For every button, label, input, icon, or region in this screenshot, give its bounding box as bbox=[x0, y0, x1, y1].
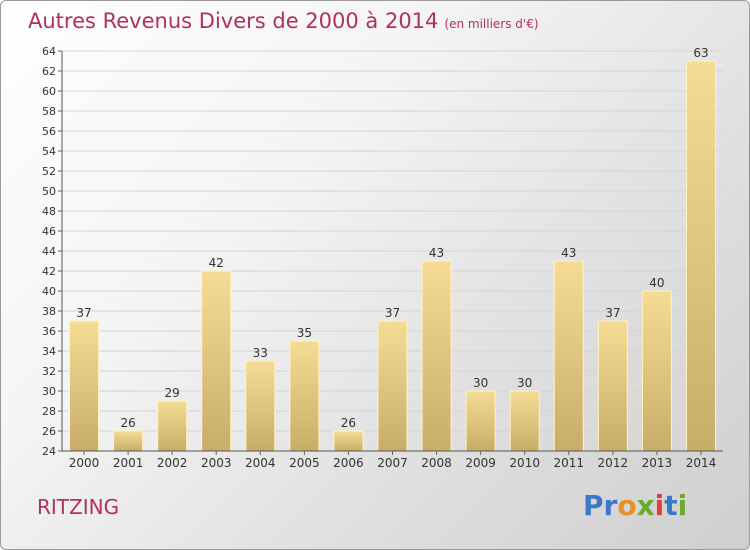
x-tick-label: 2012 bbox=[598, 456, 629, 470]
bar-2001 bbox=[113, 430, 144, 452]
x-tick-label: 2000 bbox=[69, 456, 100, 470]
y-tick-label: 30 bbox=[42, 385, 56, 398]
bar-2005 bbox=[289, 340, 320, 452]
bar-2012 bbox=[597, 320, 628, 452]
y-tick-label: 28 bbox=[42, 405, 56, 418]
chart-title: Autres Revenus Divers de 2000 à 2014 bbox=[28, 9, 439, 33]
y-tick-label: 62 bbox=[42, 65, 56, 78]
y-tick-label: 40 bbox=[42, 285, 56, 298]
x-tick-label: 2011 bbox=[553, 456, 584, 470]
bar-value-label: 43 bbox=[429, 246, 444, 260]
bar-2006 bbox=[333, 430, 364, 452]
y-tick-label: 32 bbox=[42, 365, 56, 378]
bar-value-label: 26 bbox=[120, 416, 135, 430]
x-tick-label: 2004 bbox=[245, 456, 276, 470]
bar-2008 bbox=[421, 260, 452, 452]
bar-2011 bbox=[553, 260, 584, 452]
bar-value-label: 37 bbox=[385, 306, 400, 320]
y-tick-label: 54 bbox=[42, 145, 56, 158]
y-tick-label: 44 bbox=[42, 245, 56, 258]
bar-2013 bbox=[641, 290, 672, 452]
y-tick-label: 56 bbox=[42, 125, 56, 138]
x-tick-label: 2009 bbox=[465, 456, 496, 470]
x-tick-label: 2006 bbox=[333, 456, 364, 470]
x-tick-label: 2008 bbox=[421, 456, 452, 470]
x-tick-label: 2013 bbox=[642, 456, 673, 470]
bar-2004 bbox=[245, 360, 276, 452]
bar-2007 bbox=[377, 320, 408, 452]
y-tick-label: 50 bbox=[42, 185, 56, 198]
y-tick-label: 34 bbox=[42, 345, 56, 358]
bar-2000 bbox=[69, 320, 100, 452]
bar-2014 bbox=[685, 60, 716, 452]
y-tick-label: 42 bbox=[42, 265, 56, 278]
y-tick-label: 36 bbox=[42, 325, 56, 338]
y-tick-label: 46 bbox=[42, 225, 56, 238]
x-tick-label: 2005 bbox=[289, 456, 320, 470]
proxiti-logo: Proxiti bbox=[583, 489, 688, 522]
x-tick-label: 2001 bbox=[113, 456, 144, 470]
y-tick-label: 60 bbox=[42, 85, 56, 98]
bar-value-label: 63 bbox=[693, 46, 708, 60]
x-tick-label: 2014 bbox=[686, 456, 717, 470]
y-tick-label: 58 bbox=[42, 105, 56, 118]
x-tick-label: 2003 bbox=[201, 456, 232, 470]
bar-value-label: 29 bbox=[165, 386, 180, 400]
bar-2002 bbox=[157, 400, 188, 452]
bar-value-label: 37 bbox=[605, 306, 620, 320]
y-tick-label: 26 bbox=[42, 425, 56, 438]
bars: 37 26 29 42 33 35 26 37 43 30 30 43 37 40 63 bbox=[69, 46, 716, 452]
bar-value-label: 35 bbox=[297, 326, 312, 340]
chart-unit-note: (en milliers d'€) bbox=[444, 17, 539, 31]
bar-value-label: 26 bbox=[341, 416, 356, 430]
x-tick-label: 2002 bbox=[157, 456, 188, 470]
x-tick-label: 2010 bbox=[509, 456, 540, 470]
bar-value-label: 33 bbox=[253, 346, 268, 360]
bar-value-label: 42 bbox=[209, 256, 224, 270]
bar-value-label: 40 bbox=[649, 276, 664, 290]
bar-2003 bbox=[201, 270, 232, 452]
y-tick-label: 48 bbox=[42, 205, 56, 218]
y-tick-label: 64 bbox=[42, 45, 56, 58]
y-tick-label: 24 bbox=[42, 445, 56, 458]
chart-title-block: Autres Revenus Divers de 2000 à 2014 (en … bbox=[28, 9, 539, 33]
y-tick-label: 38 bbox=[42, 305, 56, 318]
bar-2010 bbox=[509, 390, 540, 452]
bar-value-label: 43 bbox=[561, 246, 576, 260]
bar-value-label: 37 bbox=[76, 306, 91, 320]
bar-value-label: 30 bbox=[517, 376, 532, 390]
place-name: RITZING bbox=[37, 495, 120, 519]
y-tick-label: 52 bbox=[42, 165, 56, 178]
x-tick-label: 2007 bbox=[377, 456, 408, 470]
bar-2009 bbox=[465, 390, 496, 452]
axes: 24 26 28 30 32 34 36 38 40 42 44 46 48 50 52 54 56 58 60 62… bbox=[42, 45, 723, 470]
bar-value-label: 30 bbox=[473, 376, 488, 390]
